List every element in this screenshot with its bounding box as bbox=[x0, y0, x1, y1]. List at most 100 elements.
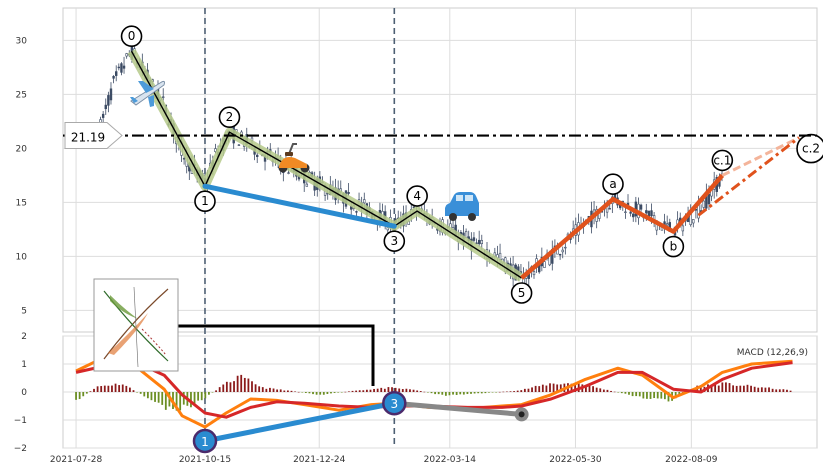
macd-marker-1 bbox=[192, 428, 218, 454]
x-tick-label: 2021-10-15 bbox=[179, 455, 231, 465]
candle-body bbox=[120, 63, 123, 73]
histogram-bar bbox=[114, 383, 117, 392]
histogram-bar bbox=[240, 374, 243, 392]
histogram-bar bbox=[516, 390, 519, 392]
candle-body bbox=[681, 225, 685, 232]
histogram-bar bbox=[143, 392, 146, 397]
histogram-bar bbox=[462, 392, 465, 395]
histogram-bar bbox=[531, 387, 533, 392]
candle-body bbox=[480, 240, 483, 245]
histogram-bar bbox=[728, 383, 731, 392]
histogram-bar bbox=[732, 385, 735, 392]
connector-path bbox=[176, 324, 375, 386]
histogram-bar bbox=[480, 392, 483, 394]
histogram-bar bbox=[89, 391, 92, 392]
histogram-bar bbox=[394, 387, 397, 392]
candle-body bbox=[561, 249, 564, 253]
price-tick-label: 30 bbox=[16, 36, 28, 46]
wave-marker-b-label: b bbox=[670, 240, 678, 254]
histogram-bar bbox=[398, 388, 401, 392]
histogram-bar bbox=[699, 385, 702, 392]
wave-marker-4-label: 4 bbox=[413, 189, 421, 203]
histogram-bar bbox=[760, 387, 763, 392]
histogram-bar bbox=[628, 392, 630, 395]
histogram-bar bbox=[617, 392, 620, 393]
histogram-bar bbox=[190, 392, 192, 408]
histogram-bar bbox=[222, 384, 225, 392]
histogram-bar bbox=[653, 392, 656, 399]
candle-body bbox=[182, 158, 186, 160]
histogram-bar bbox=[283, 390, 286, 392]
histogram-bar bbox=[269, 387, 271, 392]
candle-body bbox=[305, 183, 309, 187]
histogram-bar bbox=[85, 392, 88, 394]
macd-marker-3 bbox=[382, 390, 407, 416]
histogram-bar bbox=[409, 389, 411, 392]
histogram-bar bbox=[778, 389, 781, 392]
histogram-bar bbox=[251, 381, 253, 392]
wave-marker-3 bbox=[383, 230, 406, 252]
histogram-bar bbox=[125, 385, 128, 392]
histogram-bar bbox=[358, 390, 361, 392]
histogram-bar bbox=[466, 392, 469, 395]
candle-body bbox=[214, 148, 217, 152]
price-tick-label: 10 bbox=[16, 252, 28, 262]
macd-histogram bbox=[75, 374, 792, 411]
histogram-bar bbox=[592, 386, 594, 392]
macd-tick-label: −1 bbox=[14, 416, 27, 426]
macd-tick-label: 0 bbox=[21, 388, 27, 398]
histogram-bar bbox=[613, 391, 616, 393]
wave-marker-a bbox=[602, 173, 624, 195]
histogram-bar bbox=[452, 392, 454, 395]
histogram-bar bbox=[663, 392, 666, 400]
histogram-bar bbox=[146, 392, 149, 399]
macd-blue-divergence-line bbox=[202, 400, 397, 444]
candle-body bbox=[707, 193, 711, 205]
histogram-bar bbox=[484, 392, 487, 394]
histogram-bar bbox=[118, 385, 121, 392]
histogram-bar bbox=[523, 388, 526, 392]
histogram-bar bbox=[75, 392, 77, 400]
histogram-bar bbox=[545, 385, 548, 392]
histogram-bar bbox=[789, 390, 792, 392]
histogram-bar bbox=[721, 382, 724, 392]
histogram-bar bbox=[333, 392, 336, 393]
histogram-bar bbox=[595, 387, 598, 392]
histogram-bar bbox=[319, 392, 322, 395]
histogram-bar bbox=[290, 390, 293, 392]
candle-body bbox=[287, 172, 290, 174]
histogram-bar bbox=[750, 385, 752, 392]
histogram-bar bbox=[459, 392, 462, 395]
candle-body bbox=[256, 154, 259, 158]
candle-body bbox=[347, 192, 350, 194]
candle-body bbox=[109, 88, 113, 101]
histogram-bar bbox=[247, 378, 250, 392]
histogram-bar bbox=[391, 387, 393, 392]
histogram-bar bbox=[513, 391, 515, 392]
wave-marker-c-1-label: c.1 bbox=[713, 153, 731, 167]
candle-body bbox=[115, 71, 118, 76]
histogram-bar bbox=[129, 387, 131, 392]
level-tag-label: 21.19 bbox=[71, 131, 105, 145]
wave-marker-1 bbox=[194, 190, 216, 212]
histogram-bar bbox=[211, 392, 214, 393]
candle-body bbox=[125, 53, 128, 57]
histogram-bar bbox=[538, 386, 541, 392]
histogram-bar bbox=[218, 387, 221, 392]
wave-marker-4 bbox=[406, 185, 428, 207]
histogram-bar bbox=[111, 385, 113, 392]
x-tick-label: 2022-03-14 bbox=[424, 455, 477, 465]
macd-overlay: 13 bbox=[192, 390, 529, 454]
histogram-bar bbox=[427, 392, 429, 393]
car-icon bbox=[445, 192, 479, 221]
histogram-bar bbox=[739, 385, 742, 392]
histogram-bar bbox=[775, 389, 778, 392]
histogram-bar bbox=[570, 383, 573, 392]
histogram-bar bbox=[150, 392, 153, 401]
histogram-bar bbox=[753, 386, 756, 392]
histogram-bar bbox=[355, 390, 358, 392]
histogram-bar bbox=[225, 381, 228, 392]
histogram-bar bbox=[649, 392, 652, 399]
histogram-bar bbox=[286, 390, 289, 392]
histogram-bar bbox=[272, 388, 275, 392]
